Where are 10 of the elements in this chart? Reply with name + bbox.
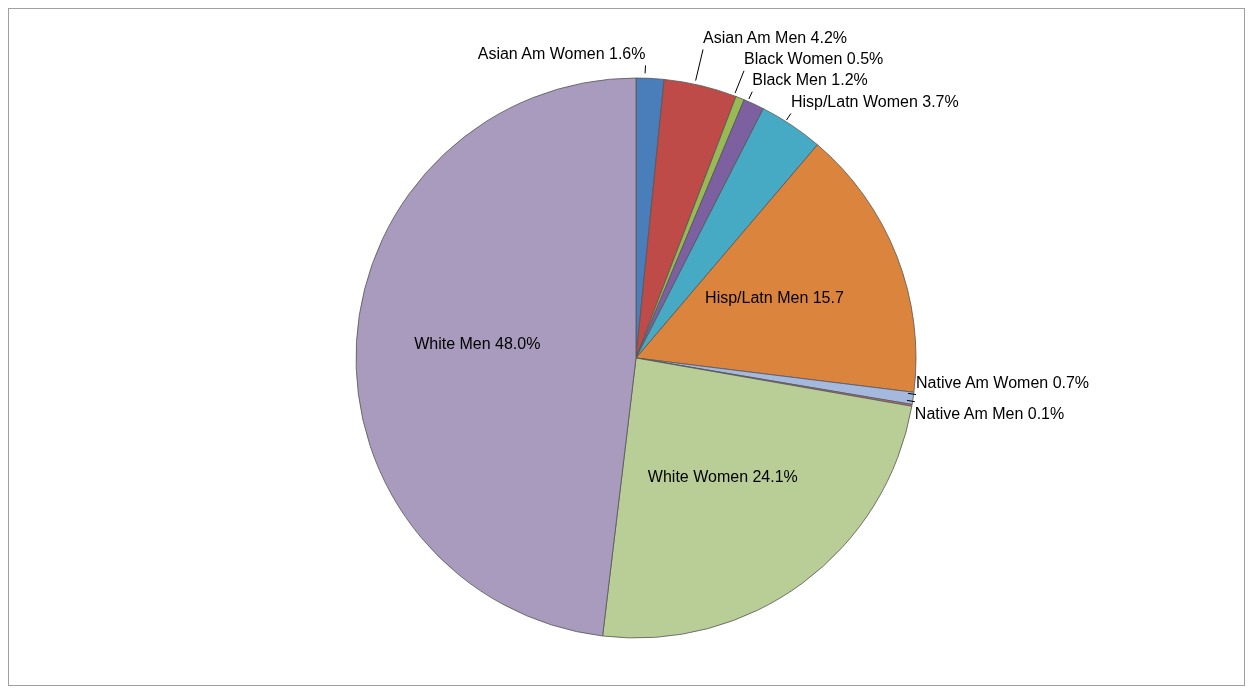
slice-label: White Women 24.1% (647, 468, 798, 486)
slice-label: Asian Am Women 1.6% (477, 44, 646, 62)
slice-label: Asian Am Men 4.2% (703, 28, 848, 46)
slice-label: Black Men 1.2% (752, 71, 868, 89)
slice-label: Native Am Men 0.1% (914, 405, 1065, 423)
slice-label: Hisp/Latn Women 3.7% (790, 92, 959, 110)
slice-label: White Men 48.0% (414, 335, 541, 353)
slice-label: Hisp/Latn Men 15.7 (705, 288, 844, 306)
slice-label: Native Am Women 0.7% (915, 374, 1090, 392)
slice-label: Black Women 0.5% (744, 50, 884, 68)
